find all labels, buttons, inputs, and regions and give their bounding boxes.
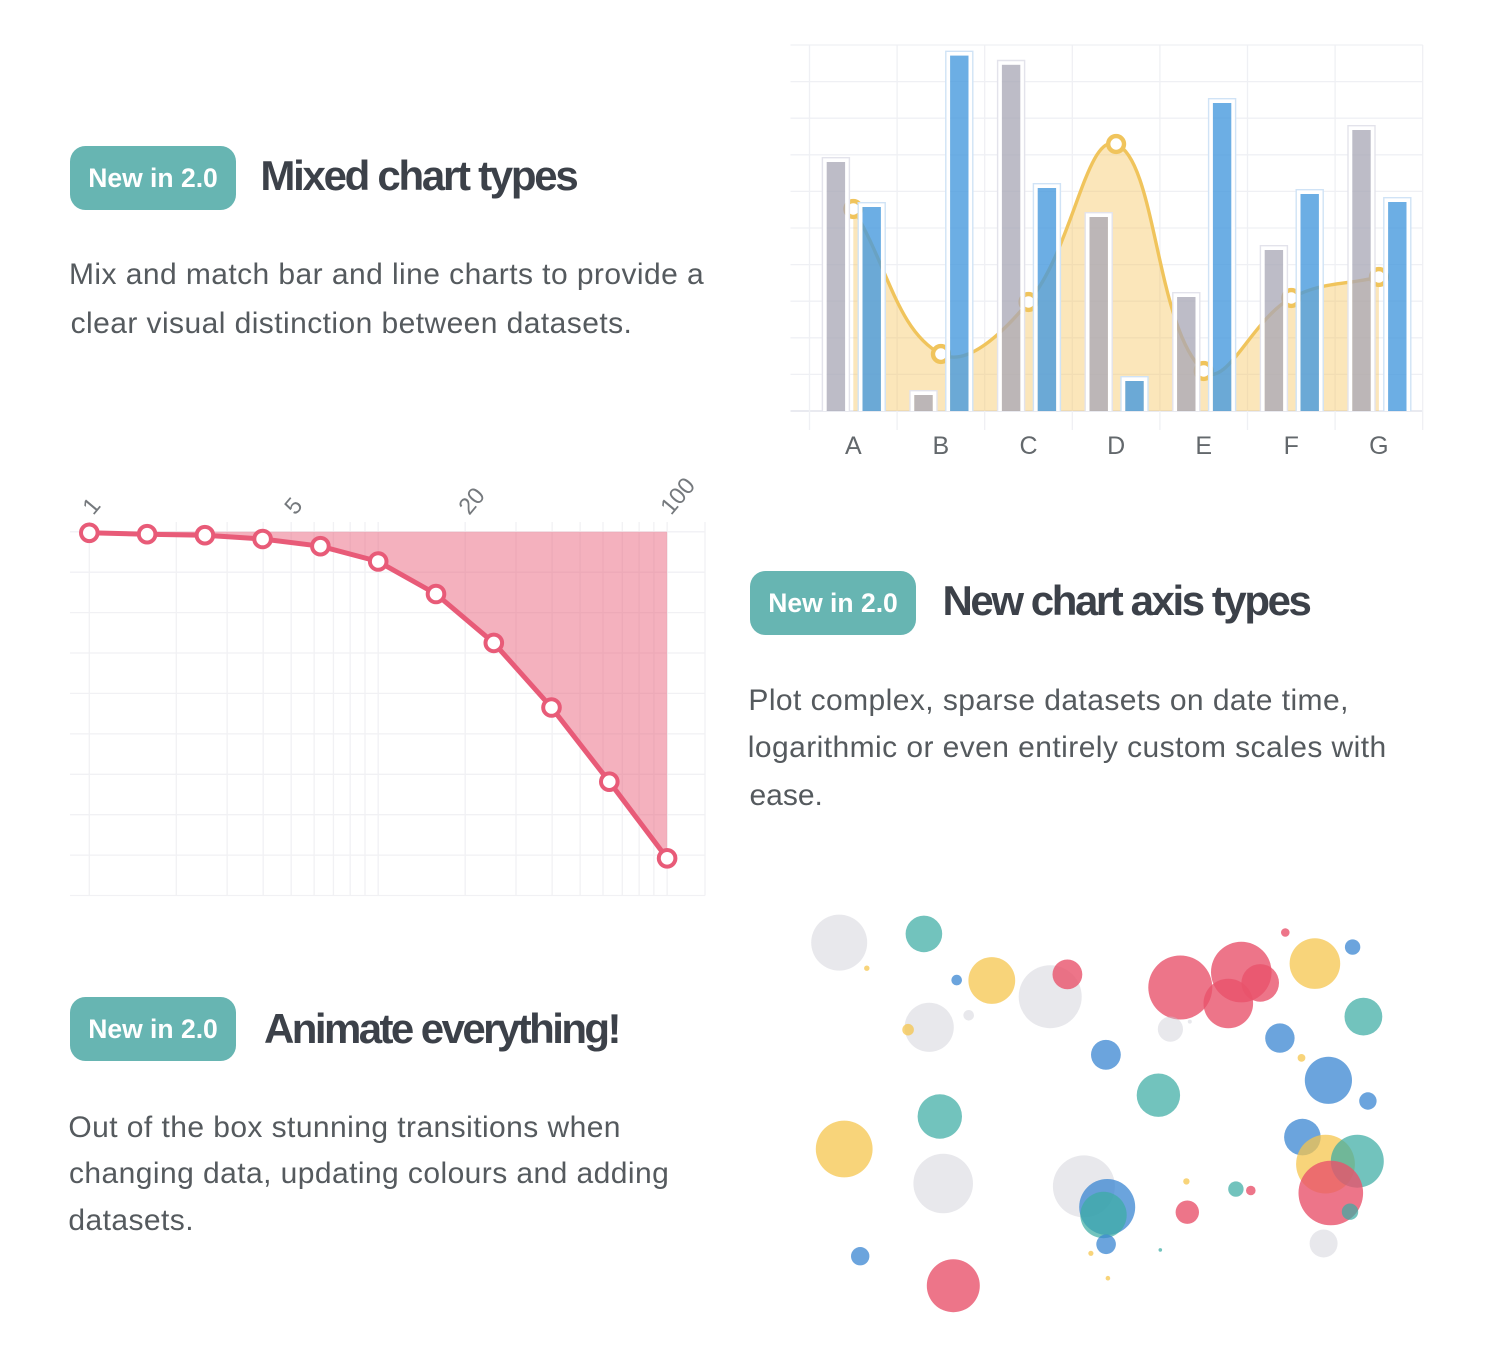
svg-text:100: 100 — [655, 472, 700, 519]
svg-text:A: A — [845, 432, 862, 460]
svg-text:20: 20 — [453, 482, 490, 519]
svg-text:E: E — [1195, 432, 1212, 460]
svg-text:5: 5 — [279, 492, 307, 519]
svg-text:B: B — [933, 432, 950, 460]
svg-text:F: F — [1284, 432, 1299, 460]
svg-text:1: 1 — [77, 492, 105, 519]
svg-text:G: G — [1369, 432, 1388, 460]
svg-text:C: C — [1019, 432, 1037, 460]
svg-text:D: D — [1107, 432, 1125, 460]
